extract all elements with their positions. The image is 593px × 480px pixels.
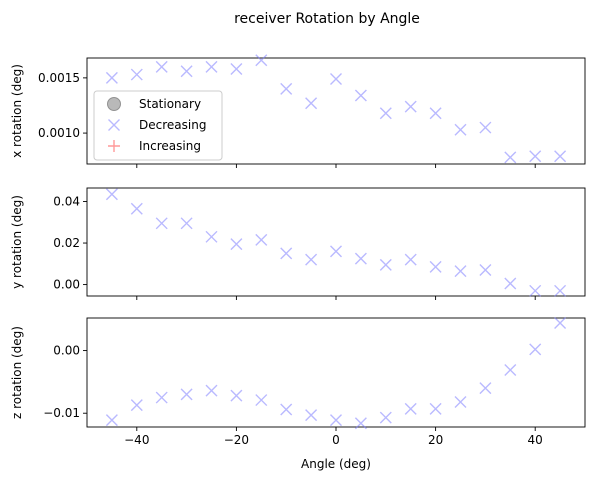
data-point — [454, 395, 467, 408]
data-point — [554, 284, 567, 297]
data-point — [305, 97, 318, 110]
data-point — [255, 54, 268, 67]
data-point — [479, 264, 492, 277]
legend-marker-circle — [107, 97, 121, 111]
legend-box — [93, 90, 223, 161]
data-point — [529, 150, 542, 163]
data-point — [105, 414, 118, 427]
data-point — [130, 399, 143, 412]
x-tick-label: −20 — [224, 433, 249, 447]
data-point — [180, 388, 193, 401]
data-point — [105, 71, 118, 84]
data-point — [330, 72, 342, 85]
panel-frame — [86, 317, 586, 428]
panel-frame — [86, 187, 586, 297]
chart-title: receiver Rotation by Angle — [234, 11, 420, 27]
panel-3: −40 −20 0 20 40 −0.01 0.00 z rotation (deg) — [10, 317, 586, 447]
panel-1: 0.0010 0.0015 x rotation (deg) — [10, 54, 586, 168]
y-axis-label: z rotation (deg) — [10, 326, 24, 419]
legend-label: Decreasing — [139, 118, 206, 132]
panel-2: 0.00 0.02 0.04 y rotation (deg) — [10, 187, 586, 300]
x-tick-label: 20 — [428, 433, 443, 447]
data-point — [280, 82, 293, 95]
x-tick-label: −40 — [124, 433, 149, 447]
data-point — [454, 123, 467, 136]
y-tick-label: 0.04 — [53, 195, 80, 209]
data-point — [404, 253, 417, 266]
legend-marker-plus — [108, 140, 120, 152]
y-tick-label: 0.02 — [53, 236, 80, 250]
data-point — [429, 107, 442, 120]
data-point — [379, 411, 392, 424]
data-point — [379, 258, 392, 271]
data-point — [230, 63, 243, 76]
data-point — [180, 65, 193, 78]
data-point — [280, 247, 293, 260]
y-axis-label: y rotation (deg) — [10, 195, 24, 289]
data-point — [429, 260, 442, 273]
data-point — [504, 363, 517, 376]
data-point — [130, 202, 143, 215]
data-point — [155, 217, 168, 230]
data-point — [354, 417, 367, 430]
data-point — [554, 150, 567, 163]
data-point — [155, 60, 168, 73]
data-point — [504, 151, 517, 164]
legend-marker-x — [108, 119, 120, 131]
data-point — [429, 402, 442, 415]
data-point — [479, 121, 492, 134]
data-point — [554, 317, 567, 330]
data-point — [205, 384, 218, 397]
data-point — [130, 68, 143, 81]
data-point — [379, 107, 392, 120]
data-point — [529, 343, 542, 356]
data-point — [404, 100, 417, 113]
data-point — [205, 60, 218, 73]
data-point — [504, 277, 517, 290]
x-tick-label: 40 — [528, 433, 543, 447]
panels: 0.0010 0.0015 x rotation (deg) 0.00 0.02 0.04… — [10, 54, 586, 447]
y-tick-label: 0.00 — [53, 344, 80, 358]
data-point — [255, 394, 268, 407]
y-tick-label: −0.01 — [43, 406, 80, 420]
x-tick-label: 0 — [332, 433, 340, 447]
data-point — [354, 89, 367, 102]
data-point — [305, 253, 318, 266]
data-point — [280, 403, 293, 416]
data-point — [205, 230, 218, 243]
data-point — [330, 414, 342, 427]
data-point — [230, 238, 243, 251]
legend: Stationary Decreasing Increasing — [93, 90, 223, 161]
data-point — [404, 402, 417, 415]
data-point — [354, 252, 367, 265]
data-point — [105, 188, 118, 201]
data-point — [305, 409, 318, 422]
y-tick-label: 0.0015 — [38, 71, 80, 85]
y-tick-label: 0.0010 — [38, 126, 80, 140]
legend-label: Increasing — [139, 139, 201, 153]
data-point — [230, 389, 243, 402]
y-axis-label: x rotation (deg) — [10, 64, 24, 158]
x-axis-label: Angle (deg) — [301, 457, 371, 471]
data-point — [529, 284, 542, 297]
data-point — [155, 391, 168, 404]
data-point — [180, 217, 193, 230]
legend-label: Stationary — [139, 97, 201, 111]
data-point — [330, 245, 342, 258]
data-point — [454, 265, 467, 278]
y-tick-label: 0.00 — [53, 278, 80, 292]
data-point — [479, 382, 492, 395]
data-point — [255, 233, 268, 246]
